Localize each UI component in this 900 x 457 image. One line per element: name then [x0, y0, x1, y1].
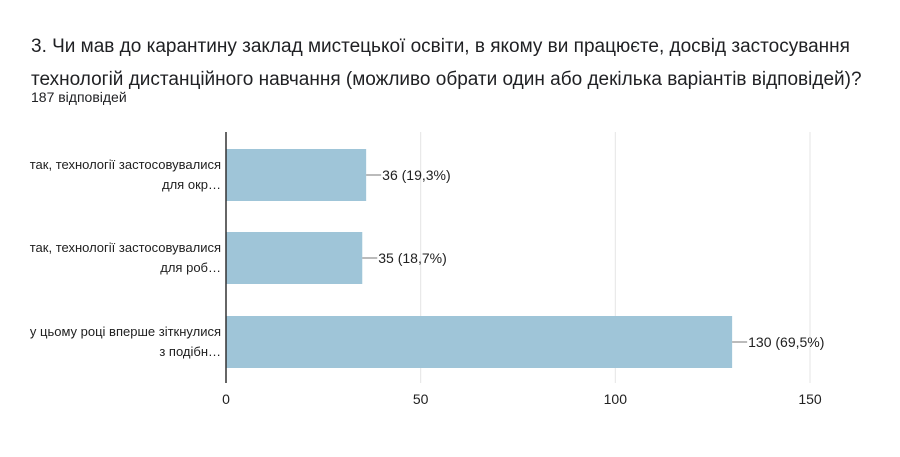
data-label: 36 (19,3%) — [382, 167, 450, 183]
category-label: для окр… — [162, 177, 221, 192]
category-label: так, технології застосовувалися — [30, 240, 221, 255]
x-tick-label: 100 — [604, 391, 628, 407]
category-label: так, технології застосовувалися — [30, 157, 221, 172]
bar — [226, 316, 733, 368]
category-label: у цьому році вперше зіткнулися — [30, 324, 221, 339]
response-count: 187 відповідей — [31, 89, 127, 105]
category-label: з подібн… — [159, 344, 221, 359]
x-tick-label: 150 — [798, 391, 822, 407]
data-label: 130 (69,5%) — [748, 334, 824, 350]
x-tick-label: 50 — [413, 391, 429, 407]
x-tick-label: 0 — [222, 391, 230, 407]
bar — [226, 149, 367, 201]
data-label: 35 (18,7%) — [378, 250, 446, 266]
question-title: 3. Чи мав до карантину заклад мистецької… — [31, 36, 862, 90]
category-label: для роб… — [160, 260, 221, 275]
bar — [226, 232, 363, 284]
